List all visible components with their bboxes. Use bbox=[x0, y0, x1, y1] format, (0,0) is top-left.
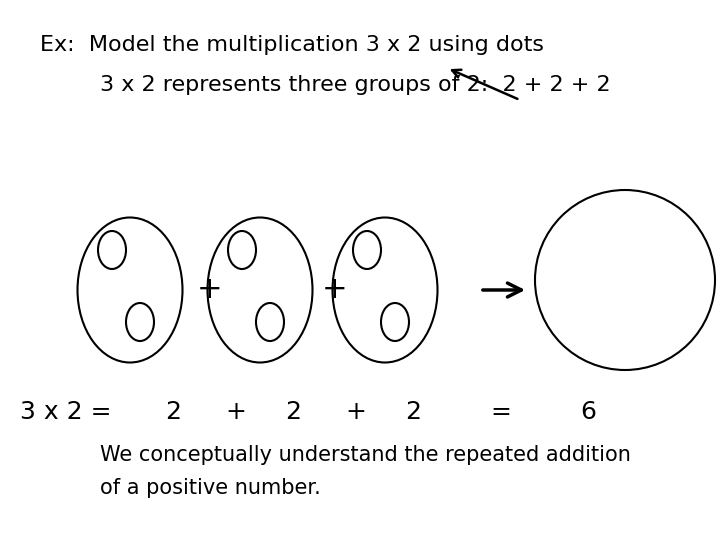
Text: =: = bbox=[490, 400, 511, 424]
Text: +: + bbox=[197, 275, 222, 305]
Text: We conceptually understand the repeated addition: We conceptually understand the repeated … bbox=[100, 445, 631, 465]
Text: +: + bbox=[322, 275, 348, 305]
Text: 3 x 2 =: 3 x 2 = bbox=[20, 400, 112, 424]
Text: +: + bbox=[345, 400, 366, 424]
Text: +: + bbox=[225, 400, 246, 424]
Text: 6: 6 bbox=[580, 400, 596, 424]
Text: of a positive number.: of a positive number. bbox=[100, 478, 320, 498]
Text: Ex:  Model the multiplication 3 x 2 using dots: Ex: Model the multiplication 3 x 2 using… bbox=[40, 35, 544, 55]
Text: 2: 2 bbox=[165, 400, 181, 424]
Text: 2: 2 bbox=[285, 400, 301, 424]
Text: 3 x 2 represents three groups of 2:  2 + 2 + 2: 3 x 2 represents three groups of 2: 2 + … bbox=[100, 75, 611, 95]
Text: 2: 2 bbox=[405, 400, 421, 424]
